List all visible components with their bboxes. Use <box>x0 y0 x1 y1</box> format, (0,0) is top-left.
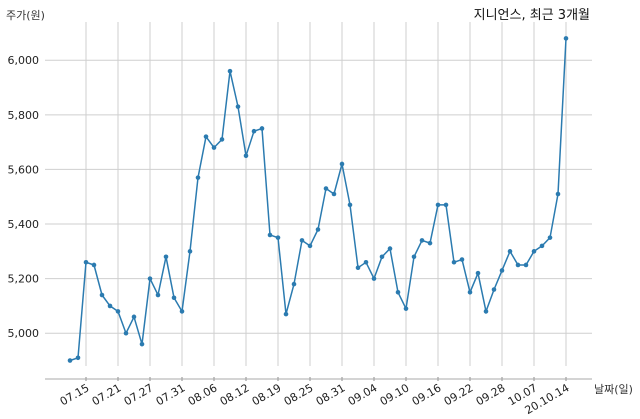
data-point <box>107 303 113 309</box>
data-point <box>283 311 289 317</box>
data-point <box>195 175 201 180</box>
data-point <box>243 153 249 159</box>
data-point <box>123 330 129 336</box>
data-point <box>275 235 281 240</box>
x-tick-labels: 07.1507.2107.2707.3108.0608.1208.1908.25… <box>58 381 572 417</box>
data-point <box>227 68 233 74</box>
data-point <box>379 254 385 260</box>
data-point <box>155 292 161 298</box>
price-points <box>67 36 569 363</box>
data-point <box>507 249 513 254</box>
data-point <box>339 161 345 167</box>
y-tick-label: 6,000 <box>8 54 40 67</box>
x-tick-label: 09.22 <box>442 381 476 408</box>
x-tick-label: 08.25 <box>282 381 316 408</box>
data-point <box>83 259 89 265</box>
data-point <box>531 249 537 254</box>
data-point <box>139 341 145 347</box>
x-tick-label: 07.27 <box>122 381 156 408</box>
data-point <box>299 238 305 243</box>
data-point <box>307 243 313 249</box>
data-point <box>499 268 505 273</box>
x-tick-label: 07.21 <box>90 381 124 408</box>
data-point <box>435 202 441 208</box>
data-point <box>171 295 177 301</box>
data-point <box>355 265 361 271</box>
grid-layer <box>45 22 592 381</box>
data-point <box>259 126 265 131</box>
data-point <box>523 262 529 268</box>
data-point <box>323 186 329 191</box>
data-point <box>459 257 465 262</box>
data-point <box>187 249 193 254</box>
data-point <box>147 276 153 281</box>
data-point <box>163 254 169 260</box>
y-tick-label: 5,200 <box>8 273 40 286</box>
data-point <box>179 309 185 314</box>
data-point <box>67 358 73 363</box>
x-tick-label: 07.31 <box>154 381 188 408</box>
data-point <box>267 232 273 238</box>
data-point <box>483 309 489 314</box>
x-tick-label: 09.10 <box>378 381 412 408</box>
x-tick-label: 08.19 <box>250 381 284 408</box>
data-point <box>371 276 377 281</box>
y-tick-label: 5,600 <box>8 163 40 176</box>
data-point <box>315 227 321 232</box>
x-tick-label: 07.15 <box>58 381 92 408</box>
data-point <box>331 191 337 197</box>
data-point <box>491 287 497 292</box>
data-point <box>475 270 481 276</box>
data-point <box>347 202 353 208</box>
price-line <box>69 38 567 362</box>
data-point <box>75 355 81 361</box>
data-point <box>419 238 425 243</box>
data-point <box>539 243 545 249</box>
chart-title: 지니언스, 최근 3개월 <box>474 8 590 23</box>
y-tick-label: 5,400 <box>8 218 40 231</box>
x-tick-label: 09.16 <box>410 381 444 408</box>
data-point <box>443 202 449 208</box>
data-point <box>99 292 105 298</box>
y-axis-label: 주가(원) <box>6 9 45 22</box>
data-point <box>211 145 217 150</box>
data-point <box>411 254 417 260</box>
x-tick-label: 09.28 <box>474 381 508 408</box>
data-point <box>403 306 409 311</box>
data-point <box>91 262 97 268</box>
data-point <box>291 281 297 287</box>
y-tick-labels: 5,000 5,200 5,400 5,600 5,800 6,000 <box>8 54 40 340</box>
data-point <box>467 289 473 295</box>
y-tick-label: 5,800 <box>8 109 40 122</box>
data-point <box>395 289 401 295</box>
x-tick-label: 08.06 <box>186 381 220 408</box>
data-point <box>555 191 561 197</box>
x-tick-label: 08.12 <box>218 381 252 408</box>
y-tick-label: 5,000 <box>8 327 40 340</box>
data-point <box>115 309 121 314</box>
data-point <box>131 314 137 320</box>
data-point <box>387 246 393 251</box>
data-point <box>203 134 209 139</box>
data-point <box>547 235 553 240</box>
x-axis-label: 날짜(일) <box>594 382 633 396</box>
data-point <box>515 262 521 268</box>
data-point <box>219 137 225 142</box>
data-point <box>251 128 257 134</box>
x-tick-label: 09.04 <box>346 381 380 408</box>
x-tick-label: 08.31 <box>314 381 348 408</box>
data-point <box>451 259 457 265</box>
data-point <box>563 36 569 41</box>
data-point <box>363 259 369 265</box>
data-point <box>427 240 433 246</box>
data-point <box>235 104 241 109</box>
